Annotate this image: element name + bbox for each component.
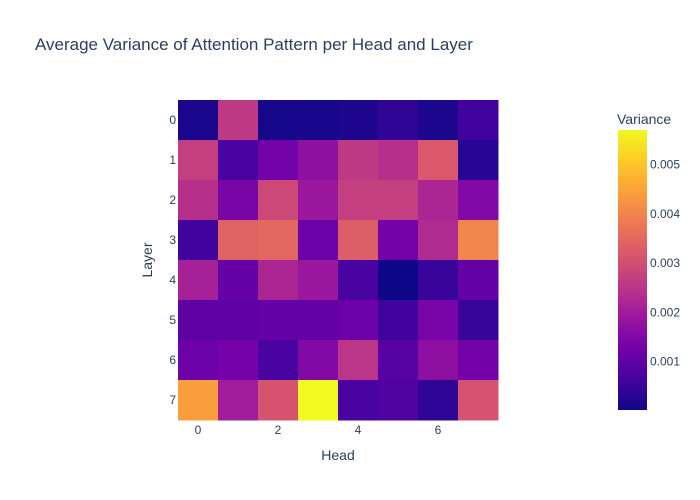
heatmap-cell xyxy=(178,340,219,381)
y-tick-label: 5 xyxy=(169,313,176,327)
heatmap-cell xyxy=(458,140,499,181)
heatmap-cell xyxy=(258,260,299,301)
heatmap-cell xyxy=(418,220,459,261)
heatmap-cell xyxy=(338,260,379,301)
y-axis-ticks: 0 1 2 3 4 5 6 7 xyxy=(169,113,176,407)
heatmap-cell xyxy=(458,260,499,301)
heatmap-cell xyxy=(418,140,459,181)
heatmap-cell xyxy=(258,180,299,221)
y-tick-label: 2 xyxy=(169,193,176,207)
heatmap-cell xyxy=(418,300,459,341)
heatmap-cell xyxy=(218,100,259,141)
y-tick-label: 1 xyxy=(169,153,176,167)
x-tick-label: 0 xyxy=(195,423,202,437)
heatmap-cell xyxy=(178,380,219,421)
colorbar-tick-label: 0.002 xyxy=(650,305,680,319)
heatmap-cell xyxy=(258,380,299,421)
heatmap-cell xyxy=(298,380,339,421)
heatmap-cell xyxy=(178,300,219,341)
colorbar-ticks: 0.001 0.002 0.003 0.004 0.005 xyxy=(650,158,680,369)
y-tick-label: 0 xyxy=(169,113,176,127)
heatmap-cell xyxy=(378,220,419,261)
heatmap-cell xyxy=(378,180,419,221)
heatmap-cell xyxy=(418,180,459,221)
x-axis-title: Head xyxy=(321,447,354,463)
heatmap-cell xyxy=(298,340,339,381)
heatmap-cell xyxy=(458,180,499,221)
heatmap-cell xyxy=(338,340,379,381)
heatmap-cell xyxy=(178,140,219,181)
heatmap-cell xyxy=(258,340,299,381)
heatmap-cell xyxy=(218,340,259,381)
colorbar-tick-label: 0.004 xyxy=(650,207,680,221)
heatmap-cell xyxy=(378,380,419,421)
heatmap-cell xyxy=(378,300,419,341)
heatmap-cell xyxy=(338,300,379,341)
heatmap-cell xyxy=(258,100,299,141)
heatmap-cell xyxy=(378,140,419,181)
heatmap-cell xyxy=(178,220,219,261)
heatmap-cell xyxy=(458,100,499,141)
heatmap-cell xyxy=(338,140,379,181)
heatmap-cell xyxy=(298,260,339,301)
heatmap-cell xyxy=(338,220,379,261)
y-tick-label: 7 xyxy=(169,393,176,407)
heatmap-cell xyxy=(298,180,339,221)
y-axis-title: Layer xyxy=(139,242,155,277)
heatmap-cell xyxy=(418,340,459,381)
heatmap-cell xyxy=(378,340,419,381)
colorbar xyxy=(618,130,647,410)
heatmap-cell xyxy=(298,100,339,141)
y-tick-label: 4 xyxy=(169,273,176,287)
heatmap-cell xyxy=(218,380,259,421)
heatmap-cell xyxy=(418,100,459,141)
heatmap-cell xyxy=(378,260,419,301)
heatmap-cell xyxy=(458,300,499,341)
heatmap-cell xyxy=(338,380,379,421)
colorbar-title: Variance xyxy=(617,111,671,127)
heatmap-cell xyxy=(458,340,499,381)
colorbar-tick-label: 0.003 xyxy=(650,256,680,270)
heatmap-cell xyxy=(298,300,339,341)
heatmap-cell xyxy=(338,100,379,141)
heatmap-cell xyxy=(378,100,419,141)
heatmap-cell xyxy=(218,300,259,341)
heatmap-cell xyxy=(258,140,299,181)
heatmap-cell xyxy=(218,260,259,301)
heatmap-cell xyxy=(458,220,499,261)
heatmap-cell xyxy=(258,300,299,341)
x-tick-label: 2 xyxy=(275,423,282,437)
heatmap-cells xyxy=(178,100,499,421)
heatmap-cell xyxy=(298,140,339,181)
heatmap-cell xyxy=(418,380,459,421)
y-tick-label: 6 xyxy=(169,353,176,367)
heatmap-cell xyxy=(258,220,299,261)
colorbar-tick-label: 0.005 xyxy=(650,158,680,172)
chart-title: Average Variance of Attention Pattern pe… xyxy=(35,35,473,54)
x-tick-label: 4 xyxy=(355,423,362,437)
x-axis-ticks: 0 2 4 6 xyxy=(195,423,442,437)
heatmap-cell xyxy=(218,180,259,221)
heatmap-cell xyxy=(178,100,219,141)
x-tick-label: 6 xyxy=(435,423,442,437)
heatmap-cell xyxy=(338,180,379,221)
y-tick-label: 3 xyxy=(169,233,176,247)
heatmap-cell xyxy=(178,260,219,301)
heatmap-cell xyxy=(178,180,219,221)
heatmap-cell xyxy=(298,220,339,261)
heatmap-cell xyxy=(218,220,259,261)
heatmap-cell xyxy=(418,260,459,301)
heatmap-cell xyxy=(458,380,499,421)
colorbar-tick-label: 0.001 xyxy=(650,355,680,369)
heatmap-cell xyxy=(218,140,259,181)
